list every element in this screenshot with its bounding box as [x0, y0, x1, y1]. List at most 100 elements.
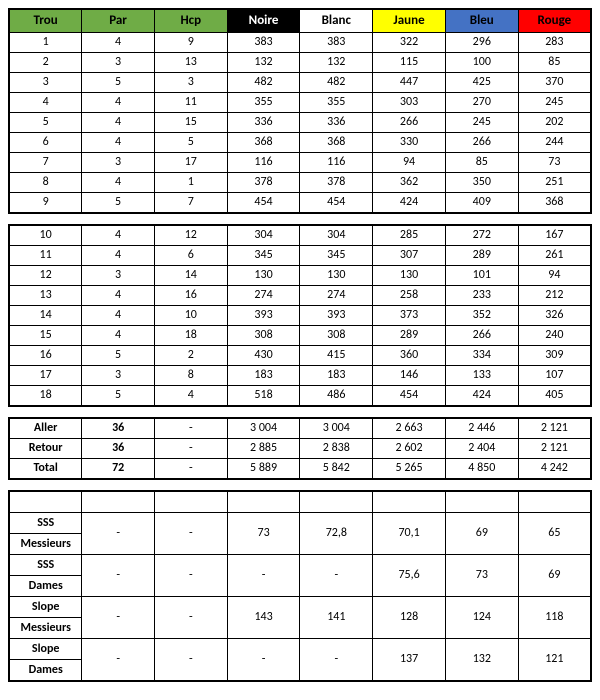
hole-row: 645368368330266244 — [9, 133, 591, 153]
cell: 107 — [518, 366, 591, 386]
cell: 8 — [9, 173, 82, 193]
cell — [9, 491, 82, 513]
summary-label: SSS — [9, 555, 82, 576]
cell: 132 — [227, 53, 300, 73]
cell: - — [82, 597, 155, 639]
cell: 283 — [518, 33, 591, 53]
summary-label: Slope — [9, 597, 82, 618]
hole-row: 10412304304285272167 — [9, 225, 591, 246]
cell: 12 — [154, 225, 227, 246]
cell: 5 — [9, 113, 82, 133]
cell: 454 — [227, 193, 300, 214]
cell: 2 121 — [518, 418, 591, 439]
cell: 3 — [9, 73, 82, 93]
cell: 360 — [373, 346, 446, 366]
cell: - — [227, 555, 300, 597]
cell: 137 — [373, 639, 446, 682]
cell: 85 — [518, 53, 591, 73]
cell: 17 — [154, 153, 227, 173]
cell: 13 — [154, 53, 227, 73]
cell: - — [82, 639, 155, 682]
cell: - — [155, 439, 228, 459]
cell: 3 004 — [227, 418, 300, 439]
cell — [445, 491, 518, 513]
cell: 3 — [154, 73, 227, 93]
cell — [373, 491, 446, 513]
cell: 2 838 — [300, 439, 373, 459]
scorecard-totals: Aller36-3 0043 0042 6632 4462 121Retour3… — [8, 417, 592, 480]
cell: 130 — [373, 266, 446, 286]
cell: 345 — [300, 246, 373, 266]
cell: 12 — [9, 266, 82, 286]
cell: 183 — [300, 366, 373, 386]
cell: 121 — [518, 639, 591, 682]
cell: 368 — [518, 193, 591, 214]
cell: 73 — [445, 555, 518, 597]
cell: 322 — [373, 33, 446, 53]
scorecard-back: 1041230430428527216711463453453072892611… — [8, 224, 592, 407]
cell: 378 — [300, 173, 373, 193]
cell: - — [300, 555, 373, 597]
cell: 17 — [9, 366, 82, 386]
cell: 2 446 — [445, 418, 518, 439]
summary-label: Messieurs — [9, 618, 82, 639]
cell: 274 — [300, 286, 373, 306]
summary-row: SSS--7372,870,16965 — [9, 513, 591, 534]
cell: 115 — [373, 53, 446, 73]
cell: 326 — [518, 306, 591, 326]
header-rouge: Rouge — [518, 9, 591, 33]
cell: 2 663 — [373, 418, 446, 439]
cell: 482 — [227, 73, 300, 93]
cell — [300, 491, 373, 513]
hole-row: 1738183183146133107 — [9, 366, 591, 386]
cell: 334 — [445, 346, 518, 366]
cell: 486 — [300, 386, 373, 407]
cell: 362 — [373, 173, 446, 193]
cell: 70,1 — [373, 513, 446, 555]
cell: 2 — [9, 53, 82, 73]
cell: 5 — [82, 193, 155, 214]
cell: 10 — [154, 306, 227, 326]
cell: 258 — [373, 286, 446, 306]
cell: 11 — [9, 246, 82, 266]
cell: 424 — [445, 386, 518, 407]
cell: 355 — [227, 93, 300, 113]
cell — [155, 491, 228, 513]
summary-label: Dames — [9, 576, 82, 597]
cell: 94 — [373, 153, 446, 173]
cell: 4 — [82, 33, 155, 53]
cell: 447 — [373, 73, 446, 93]
cell: - — [155, 418, 228, 439]
cell: 245 — [518, 93, 591, 113]
cell: 454 — [300, 193, 373, 214]
cell: 289 — [373, 326, 446, 346]
cell: 425 — [445, 73, 518, 93]
cell: 336 — [227, 113, 300, 133]
cell: 69 — [445, 513, 518, 555]
cell: 128 — [373, 597, 446, 639]
hole-row: 15418308308289266240 — [9, 326, 591, 346]
hole-row: 13416274274258233212 — [9, 286, 591, 306]
cell: 4 — [9, 93, 82, 113]
cell: 15 — [154, 113, 227, 133]
cell: 5 842 — [300, 459, 373, 480]
cell: 101 — [445, 266, 518, 286]
cell: 4 — [82, 93, 155, 113]
cell: 72,8 — [300, 513, 373, 555]
cell: 16 — [154, 286, 227, 306]
hole-row: 841378378362350251 — [9, 173, 591, 193]
cell: Total — [9, 459, 82, 480]
cell: 85 — [445, 153, 518, 173]
cell: 2 — [154, 346, 227, 366]
cell: 15 — [9, 326, 82, 346]
cell: 118 — [518, 597, 591, 639]
scorecard-front: Trou Par Hcp Noire Blanc Jaune Bleu Roug… — [8, 8, 592, 214]
cell: 2 404 — [445, 439, 518, 459]
cell: 65 — [518, 513, 591, 555]
cell: 4 — [82, 113, 155, 133]
cell — [82, 491, 155, 513]
cell: 307 — [373, 246, 446, 266]
cell: 143 — [227, 597, 300, 639]
summary-label: Slope — [9, 639, 82, 660]
cell: 18 — [154, 326, 227, 346]
